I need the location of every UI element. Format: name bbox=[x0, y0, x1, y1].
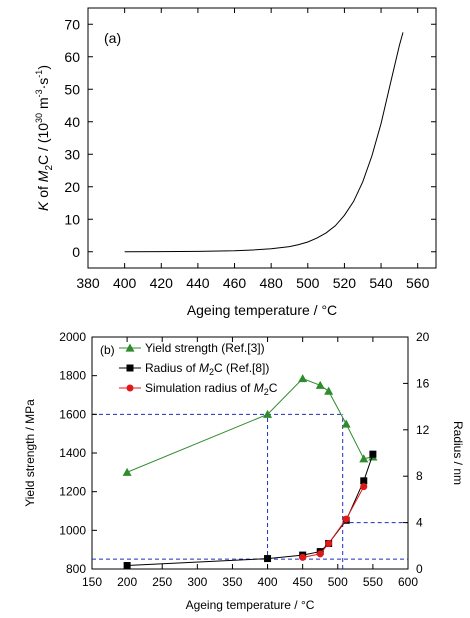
x-tick-label: 480 bbox=[259, 275, 283, 291]
y-left-tick-label: 2000 bbox=[59, 330, 86, 344]
data-point-square bbox=[264, 555, 272, 563]
series-line bbox=[302, 486, 365, 558]
legend-label-radius-ref: Radius of M2C (Ref.[8]) bbox=[145, 361, 269, 377]
y-left-tick-label: 1600 bbox=[59, 407, 86, 421]
x-tick-label: 350 bbox=[222, 575, 242, 589]
panel-b-label: (b) bbox=[100, 343, 115, 357]
data-point-circle bbox=[342, 515, 350, 523]
x-tick-label: 200 bbox=[117, 575, 137, 589]
legend-item-simulation-radius: Simulation radius of M2C bbox=[119, 381, 278, 397]
data-point-circle bbox=[360, 483, 368, 491]
y-tick-label: 50 bbox=[64, 81, 80, 97]
k-curve-line bbox=[124, 32, 404, 253]
y-tick-label: 70 bbox=[64, 16, 80, 32]
data-point-triangle bbox=[263, 409, 273, 418]
data-point-circle bbox=[325, 539, 333, 547]
x-tick-label: 450 bbox=[293, 575, 313, 589]
x-tick-label: 520 bbox=[333, 275, 357, 291]
y-left-tick-label: 1200 bbox=[59, 485, 86, 499]
panel-b-series bbox=[122, 374, 378, 570]
legend-marker-triangle bbox=[125, 343, 135, 352]
y-left-tick-label: 800 bbox=[66, 562, 86, 576]
legend-label-yield-strength: Yield strength (Ref.[3]) bbox=[145, 341, 265, 355]
panel-b-chart: 150 200 250 300 350 400 450 500 550 6008001000120… bbox=[23, 330, 465, 612]
x-tick-label: 380 bbox=[76, 275, 100, 291]
data-point-triangle bbox=[315, 380, 325, 389]
y-tick-label: 30 bbox=[64, 146, 80, 162]
x-tick-label: 440 bbox=[186, 275, 210, 291]
legend-marker-square bbox=[126, 364, 134, 372]
series-line bbox=[127, 454, 374, 566]
series-line bbox=[126, 378, 374, 473]
x-tick-label: 300 bbox=[187, 575, 207, 589]
panel-b-legend: Yield strength (Ref.[3]) Radius of M2C (… bbox=[119, 341, 278, 397]
y-tick-label: 20 bbox=[64, 179, 80, 195]
y-left-tick-label: 1000 bbox=[59, 523, 86, 537]
y-left-tick-label: 1400 bbox=[59, 446, 86, 460]
legend-label-simulation-radius: Simulation radius of M2C bbox=[145, 381, 278, 397]
x-tick-label: 500 bbox=[296, 275, 320, 291]
y-tick-label: 0 bbox=[72, 244, 80, 260]
panel-b-left-y-axis-title: Yield strength / MPa bbox=[23, 399, 37, 507]
y-right-tick-label: 0 bbox=[416, 562, 423, 576]
data-point-circle bbox=[316, 550, 324, 558]
panel-a-y-axis-title: K of M2C / (1030 m-3·s-1) bbox=[34, 65, 55, 211]
legend-item-yield-strength: Yield strength (Ref.[3]) bbox=[119, 341, 265, 355]
panel-a-x-axis-title: Ageing temperature / °C bbox=[187, 302, 337, 318]
data-point-triangle bbox=[359, 454, 369, 463]
data-point-square bbox=[360, 477, 368, 485]
x-tick-label: 560 bbox=[406, 275, 430, 291]
data-point-triangle bbox=[298, 374, 308, 383]
y-right-tick-label: 12 bbox=[416, 423, 430, 437]
panel-a-ticks: 380 400 420 440 460 480 500 520 540 560 0 10 20 30 40 5… bbox=[64, 8, 436, 291]
y-tick-label: 60 bbox=[64, 49, 80, 65]
x-tick-label: 460 bbox=[223, 275, 247, 291]
data-point-circle bbox=[299, 553, 307, 561]
panel-b-right-y-axis-title: Radius / nm bbox=[451, 421, 465, 485]
y-left-tick-label: 1800 bbox=[59, 369, 86, 383]
legend-marker-circle bbox=[126, 384, 134, 392]
panel-a-series bbox=[124, 32, 404, 253]
panel-b-x-axis-title: Ageing temperature / °C bbox=[186, 598, 315, 612]
panel-b-ticks: 150 200 250 300 350 400 450 500 550 6008001000120… bbox=[59, 330, 429, 589]
data-point-triangle bbox=[122, 467, 132, 476]
y-right-tick-label: 8 bbox=[416, 469, 423, 483]
y-right-tick-label: 4 bbox=[416, 516, 423, 530]
x-tick-label: 550 bbox=[363, 575, 383, 589]
y-tick-label: 40 bbox=[64, 114, 80, 130]
x-tick-label: 600 bbox=[398, 575, 418, 589]
y-right-tick-label: 20 bbox=[416, 330, 430, 344]
x-tick-label: 250 bbox=[152, 575, 172, 589]
legend-item-radius-ref: Radius of M2C (Ref.[8]) bbox=[119, 361, 269, 377]
y-tick-label: 10 bbox=[64, 211, 80, 227]
data-point-triangle bbox=[341, 419, 351, 428]
data-point-square bbox=[369, 450, 377, 458]
data-point-square bbox=[123, 562, 131, 570]
panel-a-chart: (a) 380 400 420 440 460 480 500 520 540 560010203… bbox=[34, 7, 437, 318]
x-tick-label: 150 bbox=[82, 575, 102, 589]
x-tick-label: 500 bbox=[328, 575, 348, 589]
x-tick-label: 400 bbox=[258, 575, 278, 589]
x-tick-label: 400 bbox=[113, 275, 137, 291]
x-tick-label: 420 bbox=[150, 275, 174, 291]
data-point-triangle bbox=[324, 386, 334, 395]
y-right-tick-label: 16 bbox=[416, 376, 430, 390]
x-tick-label: 540 bbox=[369, 275, 393, 291]
panel-a-label: (a) bbox=[104, 30, 121, 46]
panel-a-frame bbox=[87, 7, 437, 269]
